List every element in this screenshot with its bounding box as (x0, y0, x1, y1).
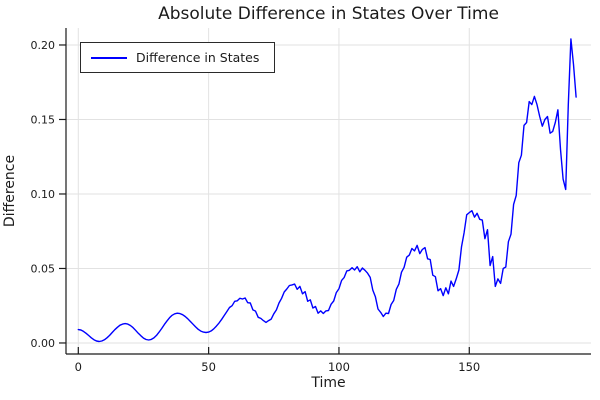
x-axis-label: Time (311, 375, 346, 391)
chart-title: Absolute Difference in States Over Time (158, 4, 499, 24)
legend: Difference in States (80, 42, 276, 73)
x-tick-label: 0 (75, 360, 82, 374)
y-tick-label: 0.20 (31, 39, 56, 52)
y-tick-label: 0.00 (31, 337, 56, 350)
y-axis-label: Difference (2, 154, 18, 228)
x-tick-label: 100 (328, 360, 350, 374)
legend-line-sample (91, 56, 127, 59)
x-tick-label: 50 (201, 360, 216, 374)
y-tick-label: 0.15 (31, 113, 56, 126)
y-tick-label: 0.05 (31, 262, 56, 275)
y-tick-label: 0.10 (31, 188, 56, 201)
data-line-difference-in-states (77, 38, 577, 343)
x-tick-label: 150 (458, 360, 480, 374)
legend-label: Difference in States (136, 50, 260, 65)
